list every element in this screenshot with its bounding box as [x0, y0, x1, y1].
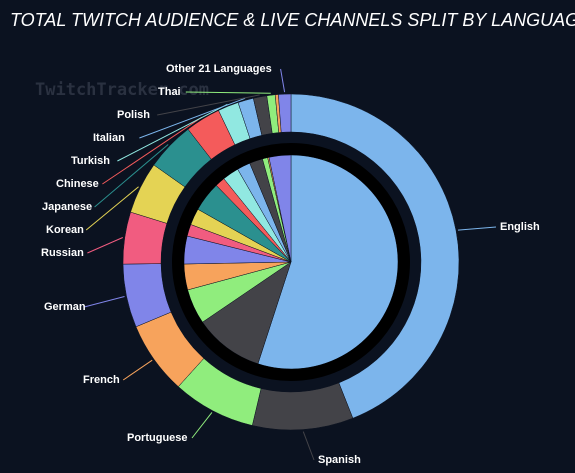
slice-label: French	[83, 374, 120, 386]
leader-line	[84, 295, 125, 308]
slice-label: Turkish	[71, 155, 110, 167]
leader-line	[122, 359, 153, 381]
slice-label: Russian	[41, 247, 84, 259]
slice-label: English	[500, 221, 540, 233]
slice-label: German	[44, 301, 86, 313]
leader-line	[85, 186, 139, 231]
leader-line	[280, 68, 286, 93]
slice-label: Korean	[46, 224, 84, 236]
leader-line	[157, 94, 260, 116]
slice-label: Thai	[158, 86, 181, 98]
slice-label: Japanese	[42, 201, 92, 213]
leader-line	[102, 116, 202, 185]
slice	[278, 93, 292, 133]
slice-label: Portuguese	[127, 432, 188, 444]
slice-label: Other 21 Languages	[166, 63, 272, 75]
slice	[257, 154, 399, 370]
watermark: TwitchTracker.com	[35, 80, 209, 100]
leader-line	[87, 237, 123, 254]
leader-line	[191, 412, 213, 439]
slice-label: Polish	[117, 109, 150, 121]
slice-label: Italian	[93, 132, 125, 144]
ring-separator	[172, 143, 410, 381]
slice	[202, 261, 292, 365]
slice	[251, 382, 354, 431]
slice-label: Spanish	[318, 454, 361, 466]
leader-line	[302, 431, 315, 461]
leader-line	[94, 144, 169, 208]
leader-line	[139, 97, 246, 139]
leader-line	[117, 103, 228, 162]
chart-title: TOTAL TWITCH AUDIENCE & LIVE CHANNELS SP…	[10, 10, 575, 30]
leader-line	[457, 226, 497, 231]
slice-label: Chinese	[56, 178, 99, 190]
leader-line	[185, 91, 271, 94]
